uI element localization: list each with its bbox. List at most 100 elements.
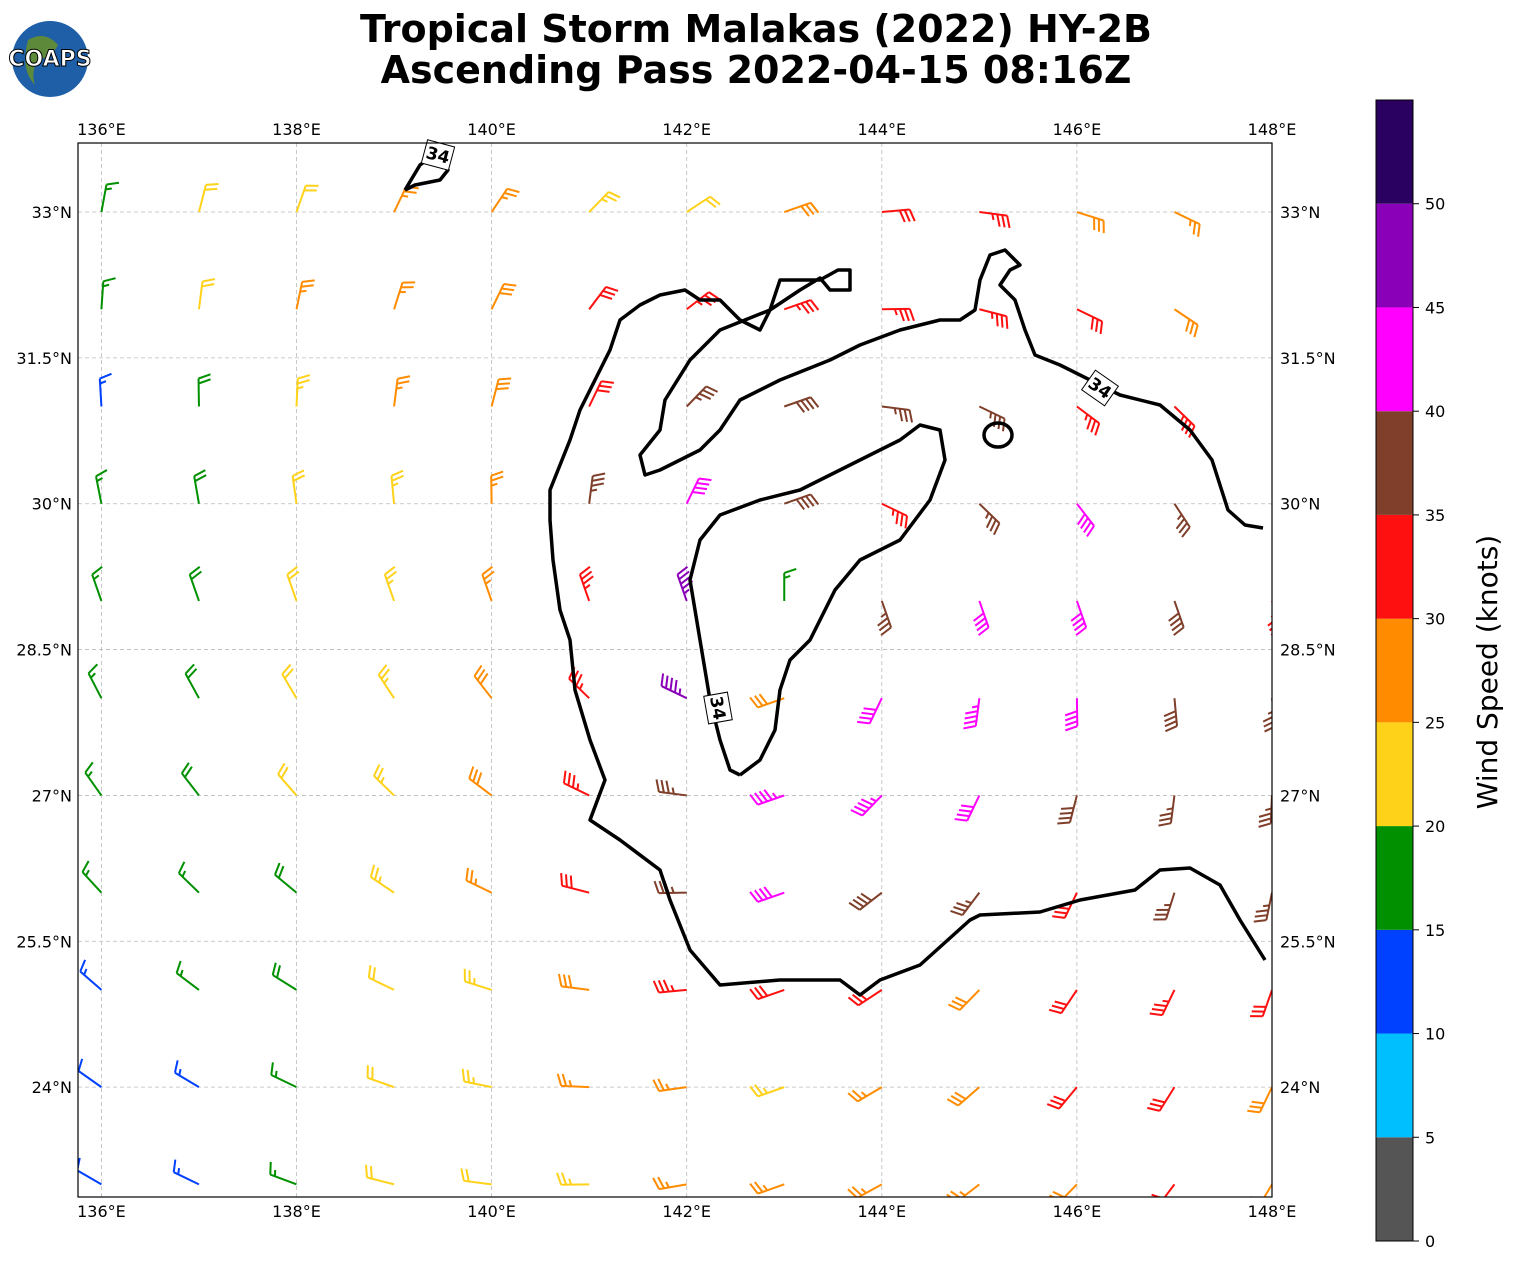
barb-feather [692,492,705,494]
barb-half-feather [1274,515,1278,520]
barb-feather [1247,1111,1260,1113]
barb-half-feather [1286,222,1287,228]
wind-barb [1174,309,1197,337]
wind-barb [465,969,492,990]
barb-half-feather [696,397,702,400]
wind-barb [558,1074,589,1087]
grid [78,143,1272,1197]
barb-feather [957,815,970,817]
wind-barb [653,1177,687,1189]
barb-feather [504,193,516,196]
barb-feather [398,376,410,378]
wind-barb [947,1087,979,1105]
barb-feather [175,1060,178,1072]
barb-feather [997,314,998,327]
barb-half-feather [379,877,381,883]
colorbar-segment [1376,515,1413,619]
barb-feather [963,726,975,728]
barb-feather [1252,1102,1265,1104]
x-tick-label: 138°E [272,120,321,139]
barb-feather [463,1069,464,1082]
wind-barb [492,284,517,309]
barb-feather [997,214,999,226]
colorbar-segment [1376,619,1413,723]
barb-feather [955,997,966,1002]
barb-feather [496,388,509,389]
barb-feather [293,470,304,476]
barb-feather [948,1004,959,1009]
barb-half-feather [1181,416,1184,422]
wind-barb [282,665,296,699]
barb-feather [378,768,383,779]
wind-barb [174,1160,199,1185]
barb-feather [964,721,976,723]
contour-label: 34 [705,695,729,722]
barb-feather [697,483,710,485]
barb-feather [471,870,473,883]
wind-barb [1259,795,1272,826]
wind-barb [1077,407,1099,436]
barb-half-feather [475,879,476,885]
wind-barb [394,376,410,406]
barb-feather [497,383,510,384]
barb-feather [1165,721,1177,726]
barb-feather [199,374,211,378]
colorbar-tick-label: 35 [1425,506,1445,525]
barb-feather [1160,813,1172,815]
barb-feather [206,184,219,185]
barb-feather [293,475,304,481]
barb-feather [658,1079,664,1090]
wind-barb [750,887,784,902]
wind-barb [656,779,686,795]
barb-half-feather [697,301,702,305]
y-tick-label: 28.5°N [1280,641,1336,660]
barb-feather [854,806,865,811]
barb-feather [857,722,870,724]
colorbar-tick-label: 25 [1425,713,1445,732]
barb-half-feather [502,197,508,199]
barb-feather [179,862,184,873]
colorbar-segment [1376,826,1413,930]
barb-half-feather [1085,414,1087,420]
barb-feather [600,295,612,299]
barb-feather [202,284,214,286]
barb-feather [1275,524,1283,534]
wind-barb [185,664,198,698]
wind-barb [77,1158,101,1184]
barb-feather [1271,627,1281,635]
barb-feather [1059,818,1072,819]
colorbar-tick-label: 50 [1425,195,1445,214]
barb-feather [1278,528,1286,538]
y-tick-label: 25.5°N [1280,932,1336,951]
wind-barb [974,601,989,635]
barb-half-feather [861,1189,866,1193]
barb-half-feather [91,673,95,678]
barb-half-feather [893,509,894,515]
barb-feather [469,767,473,779]
barb-feather [666,781,668,793]
barb-feather [1273,519,1281,529]
wind-barb [368,1065,394,1087]
barb-feather [1147,1108,1159,1111]
wind-barb [979,309,1007,329]
barb-feather [859,717,872,719]
wind-barb [848,1184,882,1197]
wind-barb [784,494,818,509]
barb-half-feather [300,291,306,292]
barb-feather [706,386,717,391]
wind-barb [101,278,115,309]
barb-shaft [1272,407,1290,428]
wind-barb [379,665,394,698]
wind-barb [394,282,415,309]
wind-barb [89,664,102,698]
y-tick-label: 28.5°N [16,641,72,660]
y-tick-label: 27°N [1280,786,1320,805]
x-tick-label: 142°E [662,120,711,139]
y-tick-label: 30°N [1280,495,1320,514]
barb-feather [373,967,375,980]
barb-half-feather [960,1192,965,1196]
barb-feather [655,881,659,893]
barb-feather [477,773,481,785]
colorbar-tick-label: 45 [1425,298,1445,317]
barb-half-feather [862,1092,867,1096]
